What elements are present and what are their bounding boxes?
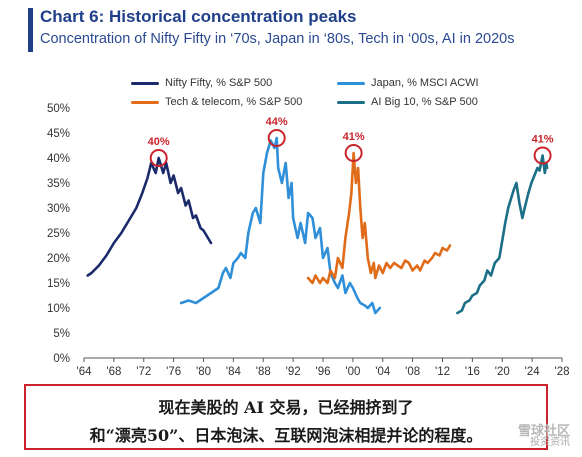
line-chart: 0% 5% 10% 15% 20% 25% 30% 35% 40% 45% 50% '64 '68 '7…: [47, 103, 570, 378]
x-tick-label: '12: [435, 366, 450, 378]
x-tick-label: '92: [286, 366, 301, 378]
y-tick-label: 0%: [53, 353, 70, 365]
chart-subtitle: Concentration of Nifty Fifty in ‘70s, Ja…: [40, 31, 515, 47]
x-tick-label: '16: [465, 366, 480, 378]
caption-line-2: 和“漂亮50”、日本泡沫、互联网泡沫相提并论的程度。: [89, 426, 483, 445]
x-tick-label: '68: [106, 366, 121, 378]
y-tick-label: 35%: [47, 178, 70, 190]
x-tick-label: '08: [405, 366, 420, 378]
x-tick-label: '84: [226, 366, 242, 378]
series-line-2: [306, 151, 452, 285]
y-tick-label: 40%: [47, 153, 70, 165]
series-layer: [86, 136, 549, 315]
y-tick-label: 50%: [47, 103, 70, 115]
x-axis: '64 '68 '72 '76 '80 '84 '88 '92 '96 '00 '04 '08 '12 '…: [77, 357, 570, 378]
x-tick-label: '80: [196, 366, 211, 378]
annotation-layer: 40% 44% 41% 41%: [148, 116, 554, 167]
y-tick-label: 20%: [47, 253, 70, 265]
watermark-line-2: 投资资讯: [530, 437, 570, 448]
y-tick-label: 30%: [47, 203, 70, 215]
x-tick-label: '64: [77, 366, 93, 378]
x-tick-label: '96: [316, 366, 331, 378]
y-tick-label: 45%: [47, 128, 70, 140]
y-tick-label: 5%: [53, 328, 70, 340]
series-line-0: [86, 156, 213, 277]
x-tick-label: '28: [555, 366, 570, 378]
x-tick-label: '24: [525, 366, 541, 378]
watermark-line-1: 雪球社区: [517, 423, 570, 438]
x-tick-label: '72: [136, 366, 151, 378]
peak-label-1: 44%: [266, 116, 288, 128]
watermark: 雪球社区 投资资讯: [517, 423, 570, 449]
y-tick-label: 15%: [47, 278, 70, 290]
caption-box: 现在美股的 AI 交易，已经拥挤到了 和“漂亮50”、日本泡沫、互联网泡沫相提并…: [24, 384, 548, 450]
y-tick-label: 25%: [47, 228, 70, 240]
peak-label-2: 41%: [343, 131, 365, 143]
chart-title: Chart 6: Historical concentration peaks: [40, 7, 357, 26]
peak-circle-2: [344, 144, 363, 162]
peak-circle-1: [267, 129, 286, 147]
peak-label-3: 41%: [532, 134, 554, 146]
peak-circle-3: [533, 146, 552, 165]
peak-label-0: 40%: [148, 136, 170, 148]
y-tick-label: 10%: [47, 303, 70, 315]
x-tick-label: '20: [495, 366, 510, 378]
caption-line-1: 现在美股的 AI 交易，已经拥挤到了: [158, 398, 414, 417]
peak-circle-0: [149, 149, 168, 167]
series-line-1: [179, 136, 382, 315]
x-tick-label: '88: [256, 366, 271, 378]
title-accent-bar: [28, 8, 33, 52]
series-line-3: [456, 154, 549, 315]
x-tick-label: '76: [166, 366, 181, 378]
x-tick-label: '00: [345, 366, 360, 378]
x-tick-label: '04: [375, 366, 391, 378]
y-axis: 0% 5% 10% 15% 20% 25% 30% 35% 40% 45% 50%: [47, 103, 70, 365]
